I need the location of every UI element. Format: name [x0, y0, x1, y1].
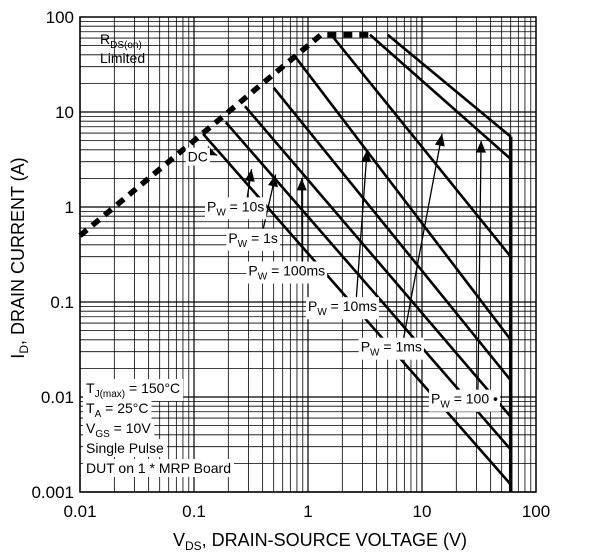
rds-limited-label: RDS(on) Limited: [100, 31, 145, 66]
label-pw1s: PW = 1s: [226, 229, 280, 251]
label-rest: = 1ms: [380, 339, 422, 355]
label-main: P: [308, 298, 317, 314]
label-dc: DC: [186, 148, 210, 166]
arrow-head: [435, 134, 445, 147]
label-pw10ms: PW = 10ms: [306, 297, 379, 319]
label-rest: = 10ms: [327, 298, 377, 314]
y-axis-title-rest: , DRAIN CURRENT (A): [8, 157, 28, 345]
condition-sub: GS: [95, 429, 110, 440]
y-tick-label: 100: [46, 8, 74, 27]
label-rest: = 1s: [247, 230, 278, 246]
arrow-head: [476, 141, 486, 153]
x-tick-label: 0.1: [182, 502, 206, 521]
rds-label-line2: Limited: [100, 50, 145, 66]
condition-rest: = 25°C: [101, 400, 148, 416]
condition-main: DUT on 1 * MRP Board: [86, 460, 231, 476]
y-tick-label: 1: [65, 198, 74, 217]
rds-label-main: R: [100, 31, 110, 47]
x-tick-label: 1: [303, 502, 312, 521]
condition-rest: = 150°C: [125, 380, 180, 396]
line-labels: DC PW = 10s PW = 1s PW = 100ms PW = 10ms PW =…: [186, 148, 500, 412]
x-axis-title-sub: DS: [185, 539, 202, 552]
label-pw100ms: PW = 100ms: [246, 262, 327, 284]
y-tick-label: 10: [55, 103, 74, 122]
arrow-shaft: [404, 134, 443, 339]
soa-line-10ms: [294, 55, 511, 340]
label-rest: = 100ms: [267, 263, 325, 279]
label-rest: = 100 •: [450, 391, 498, 407]
label-main: P: [361, 339, 370, 355]
condition-main: Single Pulse: [86, 440, 164, 456]
label-pw10s: PW = 10s: [205, 197, 266, 219]
label-main: P: [431, 391, 440, 407]
x-tick-label: 10: [413, 502, 432, 521]
label-main: DC: [188, 149, 208, 165]
label-main: P: [248, 263, 257, 279]
condition-rest: = 10V: [110, 420, 152, 436]
x-axis-title-main: V: [173, 530, 185, 550]
label-main: P: [207, 198, 216, 214]
label-rest: = 10s: [226, 198, 265, 214]
arrow-shaft: [356, 150, 367, 298]
label-pw1ms: PW = 1ms: [359, 338, 424, 360]
y-tick-label: 0.01: [41, 388, 74, 407]
y-tick-label: 0.001: [31, 483, 74, 502]
y-axis-title: ID, DRAIN CURRENT (A): [8, 157, 31, 358]
label-text: DC: [188, 149, 208, 165]
x-axis-title-rest: , DRAIN-SOURCE VOLTAGE (V): [202, 530, 467, 550]
soa-line-1s: [245, 106, 511, 416]
arrow-head: [245, 169, 255, 182]
y-tick-label: 0.1: [50, 293, 74, 312]
label-main: P: [228, 230, 237, 246]
condition-line: Single Pulse: [86, 440, 164, 456]
soa-line-100ms: [274, 88, 511, 381]
x-axis-title: VDS, DRAIN-SOURCE VOLTAGE (V): [173, 530, 467, 552]
x-tick-label: 100: [522, 502, 550, 521]
label-pw100: PW = 100 •: [429, 390, 500, 412]
condition-line: DUT on 1 * MRP Board: [86, 460, 231, 476]
arrow-head: [297, 178, 307, 190]
svg-text:RDS(on): RDS(on): [100, 31, 142, 51]
x-tick-label: 0.01: [63, 502, 96, 521]
condition-sub: J(max): [95, 389, 126, 400]
y-axis-title-sub: D: [17, 345, 31, 354]
